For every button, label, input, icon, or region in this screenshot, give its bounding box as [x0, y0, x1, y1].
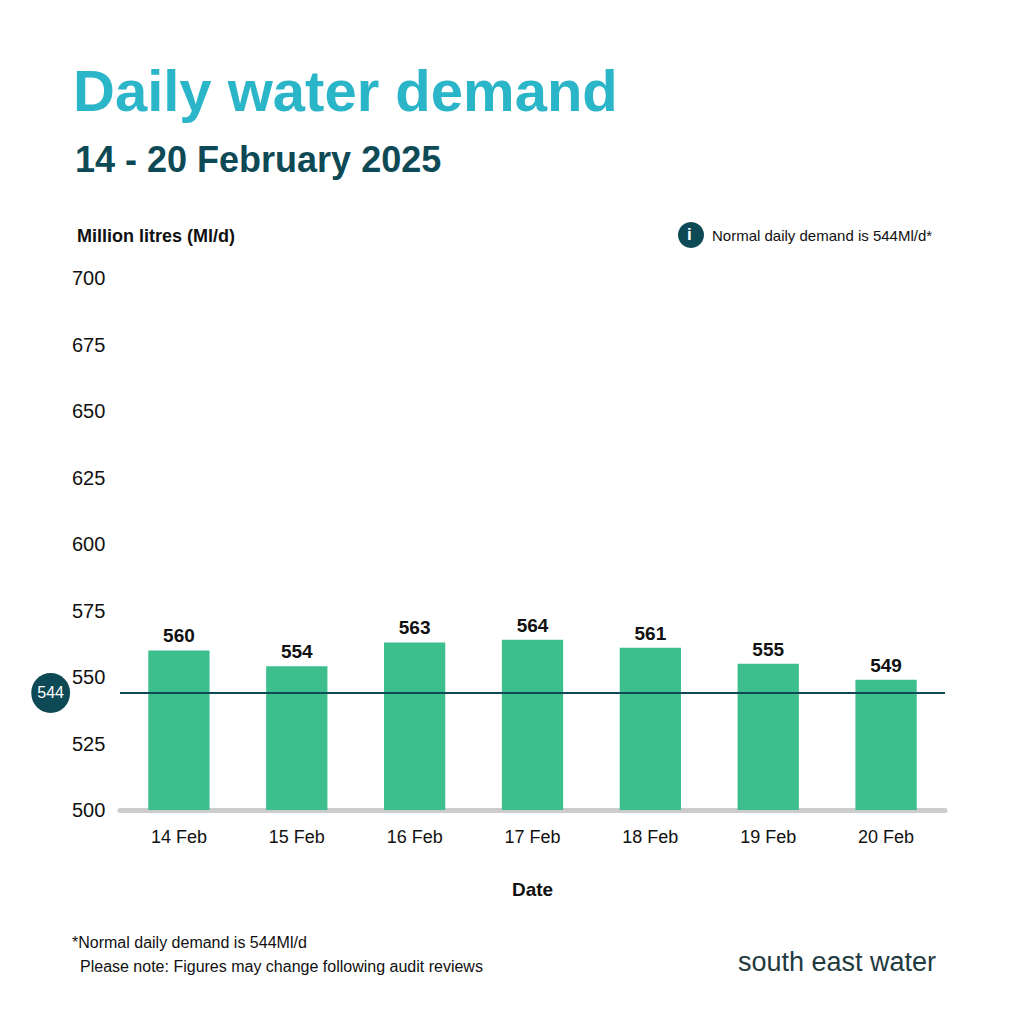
svg-text:Please note: Figures may chang: Please note: Figures may change followin… — [80, 958, 483, 975]
svg-text:16 Feb: 16 Feb — [387, 827, 443, 847]
svg-text:Daily water demand: Daily water demand — [73, 58, 618, 123]
svg-text:555: 555 — [752, 639, 784, 660]
svg-text:500: 500 — [72, 799, 105, 821]
svg-text:19 Feb: 19 Feb — [740, 827, 796, 847]
svg-text:i: i — [687, 225, 692, 244]
svg-text:Date: Date — [512, 879, 553, 900]
svg-text:18 Feb: 18 Feb — [622, 827, 678, 847]
svg-text:549: 549 — [870, 655, 902, 676]
svg-text:*Normal daily demand is 544Ml/: *Normal daily demand is 544Ml/d — [72, 934, 307, 951]
svg-text:550: 550 — [72, 666, 105, 688]
svg-text:563: 563 — [399, 617, 431, 638]
svg-text:south east water: south east water — [738, 947, 936, 977]
svg-text:564: 564 — [517, 615, 549, 636]
svg-text:20 Feb: 20 Feb — [858, 827, 914, 847]
svg-text:544: 544 — [37, 684, 64, 701]
svg-text:554: 554 — [281, 641, 313, 662]
svg-text:625: 625 — [72, 467, 105, 489]
svg-text:561: 561 — [635, 623, 667, 644]
svg-text:650: 650 — [72, 400, 105, 422]
svg-text:15 Feb: 15 Feb — [269, 827, 325, 847]
svg-text:675: 675 — [72, 334, 105, 356]
svg-text:17 Feb: 17 Feb — [504, 827, 560, 847]
svg-text:560: 560 — [163, 625, 195, 646]
svg-text:575: 575 — [72, 600, 105, 622]
svg-text:Normal daily demand is 544Ml/d: Normal daily demand is 544Ml/d* — [712, 227, 932, 244]
svg-text:525: 525 — [72, 733, 105, 755]
svg-text:14 Feb: 14 Feb — [151, 827, 207, 847]
svg-text:14 - 20 February 2025: 14 - 20 February 2025 — [75, 139, 441, 180]
svg-text:600: 600 — [72, 533, 105, 555]
svg-text:700: 700 — [72, 267, 105, 289]
svg-text:Million litres (Ml/d): Million litres (Ml/d) — [77, 226, 235, 246]
